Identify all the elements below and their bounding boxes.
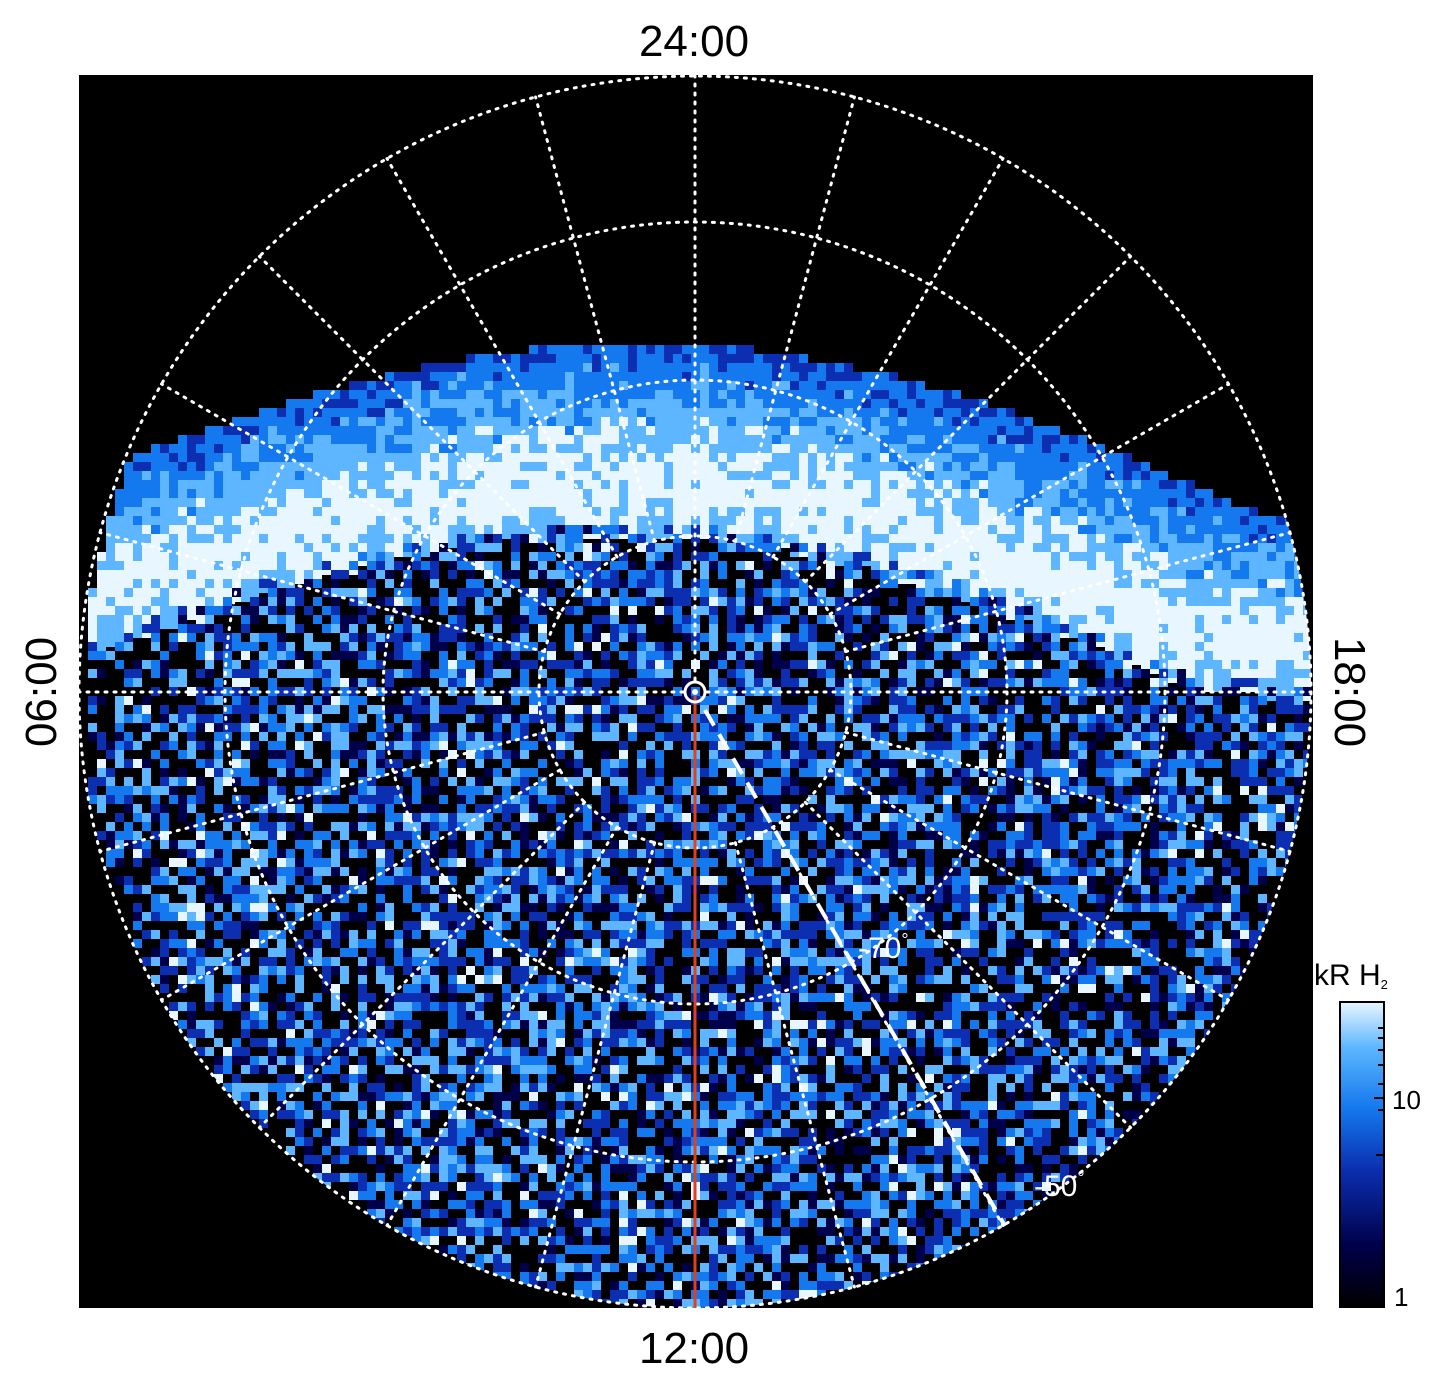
colorbar: kR H2 10 1 xyxy=(1314,959,1421,1312)
local-time-label-bottom: 12:00 xyxy=(639,1324,749,1373)
colorbar-ticks xyxy=(1374,1027,1384,1308)
local-time-label-right: 18:00 xyxy=(1325,637,1374,747)
colorbar-title: kR H2 xyxy=(1314,959,1388,992)
pole-dot xyxy=(692,689,698,695)
pole-marker xyxy=(683,680,707,704)
auroral-emission-map xyxy=(88,345,1311,1308)
dashed-meridian-line xyxy=(703,708,1007,1228)
latitude-label-50: -50° xyxy=(1034,1168,1085,1203)
local-time-label-left: 06:00 xyxy=(17,637,66,747)
colorbar-tick-label-1: 1 xyxy=(1394,1282,1408,1312)
latitude-label-70: -70° xyxy=(858,930,909,965)
colorbar-tick-label-10: 10 xyxy=(1392,1085,1421,1115)
local-time-label-top: 24:00 xyxy=(639,17,749,66)
